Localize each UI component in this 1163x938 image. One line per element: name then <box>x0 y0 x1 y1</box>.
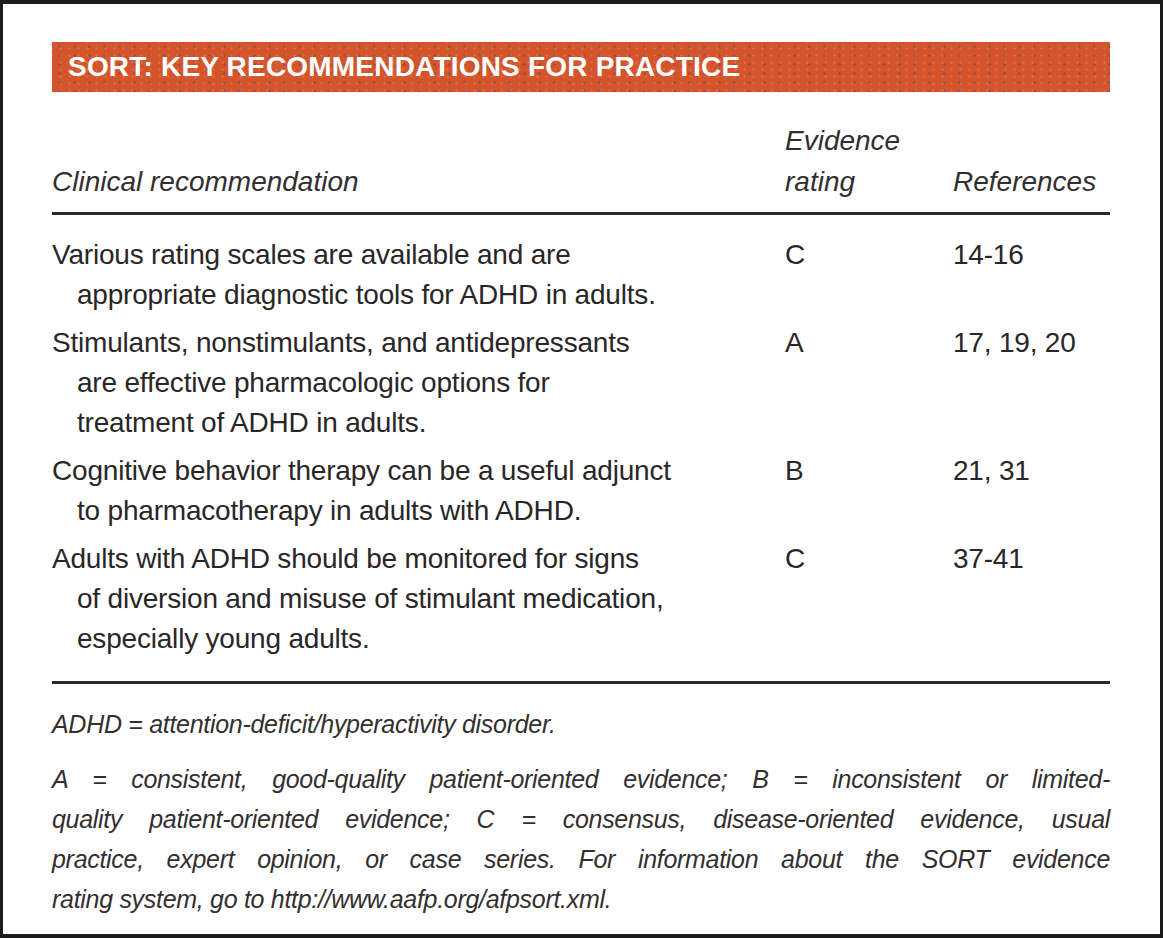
panel-title-bar: SORT: KEY RECOMMENDATIONS FOR PRACTICE <box>52 42 1110 92</box>
table-body: Various rating scales are available and … <box>52 211 1110 684</box>
abbreviation-note: ADHD = attention-deficit/hyperactivity d… <box>52 704 1110 744</box>
table-row: Stimulants, nonstimulants, and antidepre… <box>52 323 1110 443</box>
references-cell: 37-41 <box>953 539 1110 659</box>
table-row: Cognitive behavior therapy can be a usef… <box>52 451 1110 531</box>
evidence-rating-cell: C <box>785 235 953 315</box>
references-cell: 17, 19, 20 <box>953 323 1110 443</box>
evidence-rating-cell: C <box>785 539 953 659</box>
footnotes: ADHD = attention-deficit/hyperactivity d… <box>52 694 1110 919</box>
recommendation-cell: Adults with ADHD should be monitored for… <box>52 539 785 659</box>
column-header-clinical-recommendation: Clinical recommendation <box>52 161 785 202</box>
evidence-rating-cell: B <box>785 451 953 531</box>
sort-table-panel: SORT: KEY RECOMMENDATIONS FOR PRACTICE C… <box>0 0 1163 938</box>
table-header-row: Clinical recommendation Evidence rating … <box>52 120 1110 215</box>
column-header-references: References <box>953 161 1110 202</box>
references-cell: 14-16 <box>953 235 1110 315</box>
table-row: Various rating scales are available and … <box>52 235 1110 315</box>
recommendation-cell: Cognitive behavior therapy can be a usef… <box>52 451 785 531</box>
recommendation-cell: Various rating scales are available and … <box>52 235 785 315</box>
references-cell: 21, 31 <box>953 451 1110 531</box>
evidence-rating-cell: A <box>785 323 953 443</box>
table-row: Adults with ADHD should be monitored for… <box>52 539 1110 659</box>
column-header-evidence-rating: Evidence rating <box>785 120 953 202</box>
recommendation-cell: Stimulants, nonstimulants, and antidepre… <box>52 323 785 443</box>
sort-evidence-key-note: A = consistent, good-quality patient-ori… <box>52 759 1110 919</box>
panel-title: SORT: KEY RECOMMENDATIONS FOR PRACTICE <box>52 51 740 83</box>
